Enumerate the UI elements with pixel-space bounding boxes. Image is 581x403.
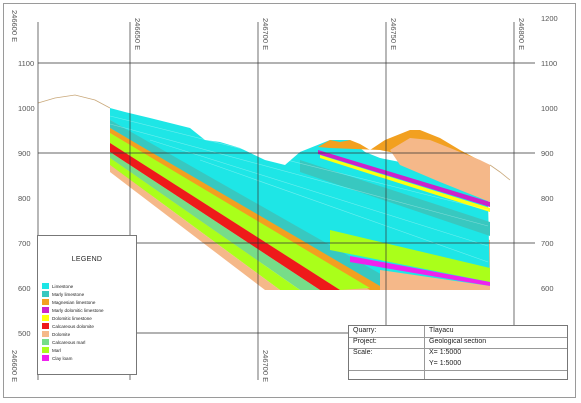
elev-label: 1100 — [541, 59, 557, 68]
project-key: Project: — [353, 338, 377, 345]
table-divider — [349, 348, 567, 349]
sheet-border — [3, 3, 576, 398]
elev-label: 900 — [541, 149, 554, 158]
legend-item: Dolomitic limestone — [42, 314, 104, 322]
legend-label: Dolomitic limestone — [52, 315, 92, 321]
strata-body — [109, 108, 490, 290]
legend-label: Marl — [52, 347, 61, 353]
stratum-calcareous-marl — [110, 152, 320, 290]
legend-item: Marly limestone — [42, 290, 104, 298]
stratum-marl — [110, 133, 370, 290]
legend-swatch — [42, 323, 49, 329]
scale-y-value: Y= 1:5000 — [429, 360, 462, 367]
legend-label: Limestone — [52, 283, 74, 289]
stratum-dolomitic — [320, 155, 490, 212]
legend-swatch — [42, 299, 49, 305]
legend-swatch — [42, 355, 49, 361]
legend-label: Calcareous marl — [52, 339, 86, 345]
elev-label: 1100 — [18, 59, 34, 68]
easting-label: 246600 E — [10, 10, 19, 42]
quarry-value: Tlayacu — [429, 327, 454, 334]
legend-swatch — [42, 331, 49, 337]
info-row-quarry: Quarry: Tlayacu — [349, 326, 567, 337]
stratum-dolomite-right — [390, 138, 490, 202]
info-row-scale-y: Y= 1:5000 — [349, 359, 567, 370]
legend-item: Calcareous dolomite — [42, 322, 104, 330]
elev-label: 600 — [541, 284, 554, 293]
project-value: Geological section — [429, 338, 487, 345]
easting-label: 246700 E — [261, 350, 270, 382]
title-block: Quarry: Tlayacu Project: Geological sect… — [348, 325, 568, 380]
scale-key: Scale: — [353, 349, 373, 356]
elev-label: 800 — [541, 194, 554, 203]
stratum-clay-right — [350, 256, 490, 286]
legend-label: Clay loam — [52, 355, 73, 361]
legend-swatch — [42, 283, 49, 289]
quarry-key: Quarry: — [353, 327, 377, 334]
legend-item: Dolomite — [42, 330, 104, 338]
elev-label: 600 — [18, 284, 31, 293]
easting-label: 246700 E — [261, 18, 270, 50]
stratum-marly-limestone — [110, 120, 400, 290]
elev-label: 700 — [18, 239, 31, 248]
table-divider — [349, 370, 567, 371]
legend-label: Dolomite — [52, 331, 71, 337]
elev-label: 1000 — [18, 104, 35, 113]
stratum-dolomite-bottom-right — [380, 270, 490, 290]
legend-items: Limestone Marly limestone Magnesian lime… — [42, 282, 104, 362]
legend: LEGEND Limestone Marly limestone Magnesi… — [37, 235, 137, 375]
elev-label: 700 — [541, 239, 554, 248]
legend-swatch — [42, 291, 49, 297]
stratum-marly-dolomitic — [318, 150, 490, 207]
terrain-profile-right — [489, 164, 511, 181]
legend-label: Calcareous dolomite — [52, 323, 94, 329]
legend-swatch — [42, 339, 49, 345]
stratum-calcareous-dolomite — [110, 143, 340, 290]
elev-label: 900 — [18, 149, 31, 158]
legend-item: Magnesian limestone — [42, 298, 104, 306]
stratum-marl-lower — [110, 158, 300, 290]
legend-item: Clay loam — [42, 354, 104, 362]
stratum-limestone-main — [110, 108, 490, 290]
legend-label: Marly dolomitic limestone — [52, 307, 104, 313]
easting-labels-bottom: 246600 E 246700 E — [10, 350, 270, 382]
stratum-dolomite-lower — [110, 165, 280, 290]
terrain-profile — [37, 94, 111, 109]
stratum-magnesian-cap — [318, 130, 490, 182]
easting-label: 246750 E — [389, 18, 398, 50]
info-row-project: Project: Geological section — [349, 337, 567, 348]
stratum-magnesian-thin — [110, 128, 380, 290]
legend-item: Calcareous marl — [42, 338, 104, 346]
scale-x-value: X= 1:5000 — [429, 349, 462, 356]
legend-swatch — [42, 315, 49, 321]
easting-labels-top: 246600 E 246650 E 246700 E 246750 E 2468… — [10, 10, 526, 50]
elevation-labels-left: 1100 1000 900 800 700 600 500 — [18, 59, 35, 338]
legend-label: Magnesian limestone — [52, 299, 96, 305]
legend-swatch — [42, 347, 49, 353]
legend-item: Limestone — [42, 282, 104, 290]
bedding-lines — [109, 115, 489, 263]
elev-label: 1200 — [541, 14, 558, 23]
info-row-scale: Scale: X= 1:5000 — [349, 348, 567, 359]
elev-label: 1000 — [541, 104, 558, 113]
elev-label: 800 — [18, 194, 31, 203]
easting-label: 246650 E — [133, 18, 142, 50]
stratum-marly-limestone-right — [300, 160, 490, 236]
legend-item: Marl — [42, 346, 104, 354]
easting-label: 246600 E — [10, 350, 19, 382]
easting-label: 246800 E — [517, 18, 526, 50]
legend-item: Marly dolomitic limestone — [42, 306, 104, 314]
elevation-labels-right: 1200 1100 1000 900 800 700 600 — [541, 14, 558, 293]
legend-swatch — [42, 307, 49, 313]
legend-title: LEGEND — [71, 256, 103, 263]
elev-label: 500 — [18, 329, 31, 338]
table-divider — [349, 337, 567, 338]
table-divider — [424, 326, 425, 379]
legend-label: Marly limestone — [52, 291, 85, 297]
